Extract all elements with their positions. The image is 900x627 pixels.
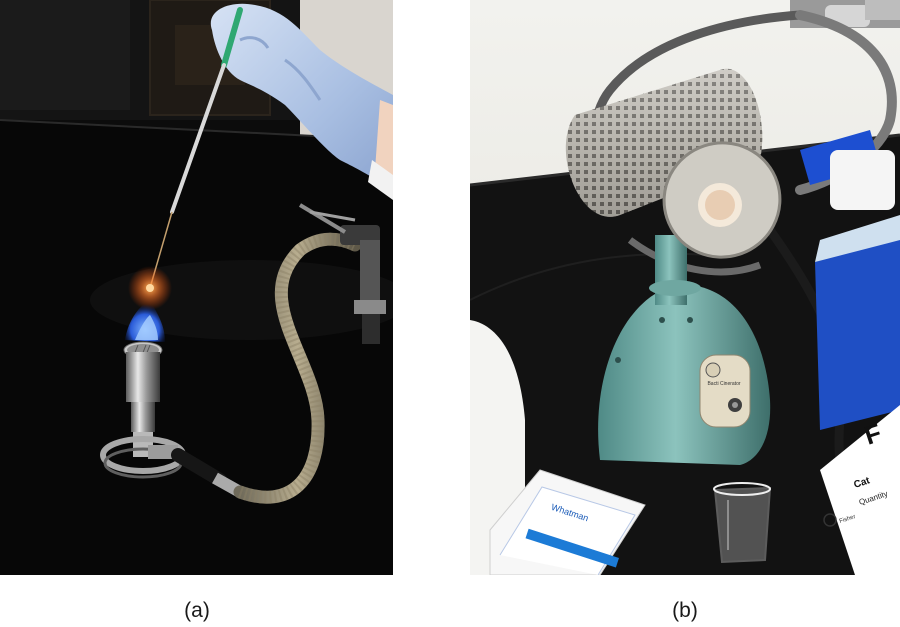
caption-a: (a): [184, 599, 210, 622]
bacti-cinerator-photo: Bacti Cinerator Whatman: [470, 0, 900, 575]
blue-rack: [800, 130, 900, 430]
fisher-brand-text: Fisher: [839, 514, 857, 525]
glass-beaker: [713, 482, 772, 564]
whatman-box: Whatman: [489, 469, 646, 575]
photo-panel-a: [0, 0, 393, 575]
caption-b: (b): [672, 599, 698, 622]
bunsen-burner-photo: [0, 0, 393, 575]
gas-hose: [171, 232, 362, 504]
nameplate: Bacti Cinerator: [699, 354, 751, 428]
nameplate-text: Bacti Cinerator: [707, 381, 740, 387]
heating-cylinder: [565, 68, 782, 259]
gloved-hand: [210, 3, 393, 200]
ring-stand-clamp: [298, 203, 386, 344]
fisher-sign: F Cat Quantity Fisher: [820, 405, 900, 575]
photo-panel-b: Bacti Cinerator Whatman: [470, 0, 900, 575]
fisher-cat-text: Cat: [853, 475, 872, 491]
